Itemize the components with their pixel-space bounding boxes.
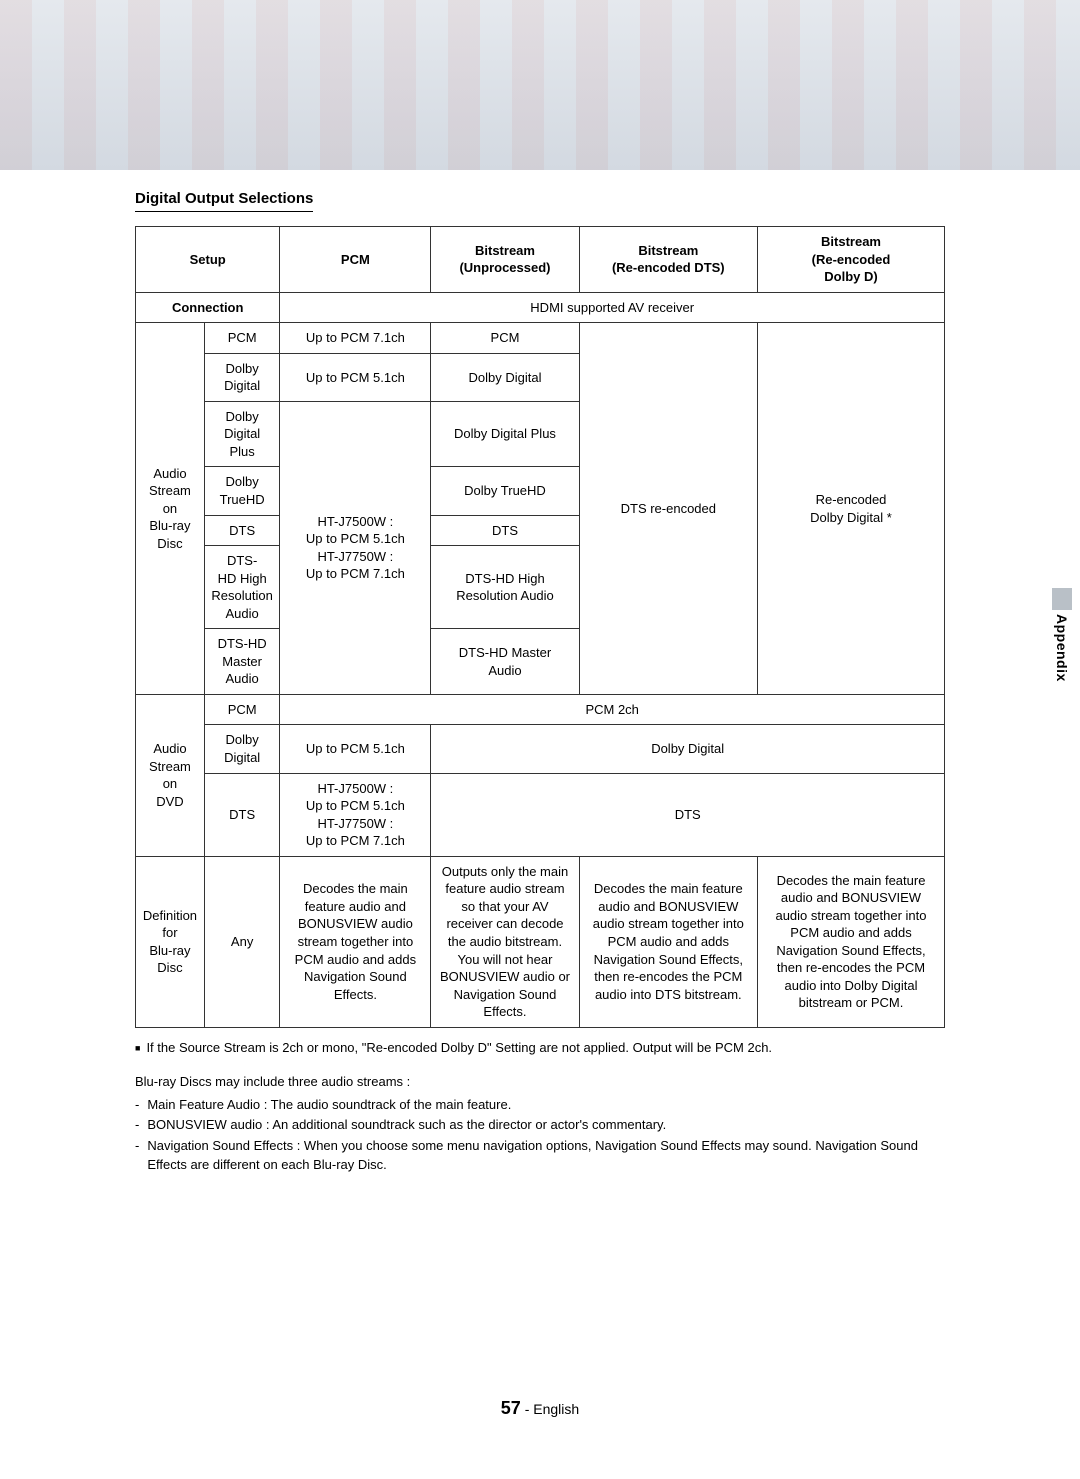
- row-label: DTS: [204, 515, 279, 546]
- cell: Up to PCM 7.1ch: [280, 323, 431, 354]
- side-tab-label: Appendix: [1054, 614, 1070, 682]
- header-pcm: PCM: [280, 227, 431, 293]
- row-label: PCM: [204, 694, 279, 725]
- cell: Up to PCM 5.1ch: [280, 725, 431, 773]
- cell: Up to PCM 5.1ch: [280, 353, 431, 401]
- header-connection: Connection: [136, 292, 280, 323]
- group-bluray: Audio Stream on Blu-ray Disc: [136, 323, 205, 695]
- list-item: Navigation Sound Effects : When you choo…: [147, 1137, 945, 1175]
- cell-pcm-shared: HT-J7500W : Up to PCM 5.1ch HT-J7750W : …: [280, 401, 431, 694]
- row-label: Dolby Digital: [204, 353, 279, 401]
- cell: Decodes the main feature audio and BONUS…: [579, 856, 757, 1027]
- row-label: Dolby Digital: [204, 725, 279, 773]
- cell: HT-J7500W : Up to PCM 5.1ch HT-J7750W : …: [280, 773, 431, 856]
- page-footer: 57 - English: [0, 1398, 1080, 1419]
- footnote: If the Source Stream is 2ch or mono, "Re…: [135, 1040, 945, 1055]
- row-label: Dolby TrueHD: [204, 467, 279, 515]
- cell: PCM 2ch: [280, 694, 945, 725]
- list-item: BONUSVIEW audio : An additional soundtra…: [147, 1116, 666, 1135]
- cell: DTS-HD Master Audio: [431, 629, 579, 695]
- cell: PCM: [431, 323, 579, 354]
- cell: Outputs only the main feature audio stre…: [431, 856, 579, 1027]
- decorative-banner: [0, 0, 1080, 170]
- cell: Dolby TrueHD: [431, 467, 579, 515]
- side-tab: Appendix: [1044, 588, 1080, 708]
- footnote-text: If the Source Stream is 2ch or mono, "Re…: [146, 1040, 772, 1055]
- dash-list: Main Feature Audio : The audio soundtrac…: [135, 1096, 945, 1175]
- cell: Decodes the main feature audio and BONUS…: [280, 856, 431, 1027]
- page-number: 57: [501, 1398, 521, 1418]
- row-label: DTS-HD Master Audio: [204, 629, 279, 695]
- list-item: Main Feature Audio : The audio soundtrac…: [147, 1096, 511, 1115]
- page-language: - English: [525, 1401, 579, 1417]
- row-label: PCM: [204, 323, 279, 354]
- page-content: Digital Output Selections Setup PCM Bits…: [0, 170, 1080, 1175]
- cell: Dolby Digital Plus: [431, 401, 579, 467]
- row-label: DTS- HD High Resolution Audio: [204, 546, 279, 629]
- row-label: DTS: [204, 773, 279, 856]
- group-definition: Definition for Blu-ray Disc: [136, 856, 205, 1027]
- header-setup: Setup: [136, 227, 280, 293]
- header-hdmi: HDMI supported AV receiver: [280, 292, 945, 323]
- group-dvd: Audio Stream on DVD: [136, 694, 205, 856]
- cell: DTS: [431, 773, 945, 856]
- cell: Decodes the main feature audio and BONUS…: [758, 856, 945, 1027]
- section-title: Digital Output Selections: [135, 190, 313, 212]
- cell-dolbyd-reencoded: Re-encoded Dolby Digital *: [758, 323, 945, 695]
- digital-output-table: Setup PCM Bitstream (Unprocessed) Bitstr…: [135, 226, 945, 1028]
- paragraph: Blu-ray Discs may include three audio st…: [135, 1073, 945, 1092]
- cell: Dolby Digital: [431, 725, 945, 773]
- header-bitstream-dolbyd: Bitstream (Re-encoded Dolby D): [758, 227, 945, 293]
- cell: DTS: [431, 515, 579, 546]
- side-tab-bar: [1052, 588, 1072, 610]
- cell: DTS-HD High Resolution Audio: [431, 546, 579, 629]
- row-label: Any: [204, 856, 279, 1027]
- header-bitstream-dts: Bitstream (Re-encoded DTS): [579, 227, 757, 293]
- header-bitstream-unprocessed: Bitstream (Unprocessed): [431, 227, 579, 293]
- cell: Dolby Digital: [431, 353, 579, 401]
- cell-dts-reencoded: DTS re-encoded: [579, 323, 757, 695]
- row-label: Dolby Digital Plus: [204, 401, 279, 467]
